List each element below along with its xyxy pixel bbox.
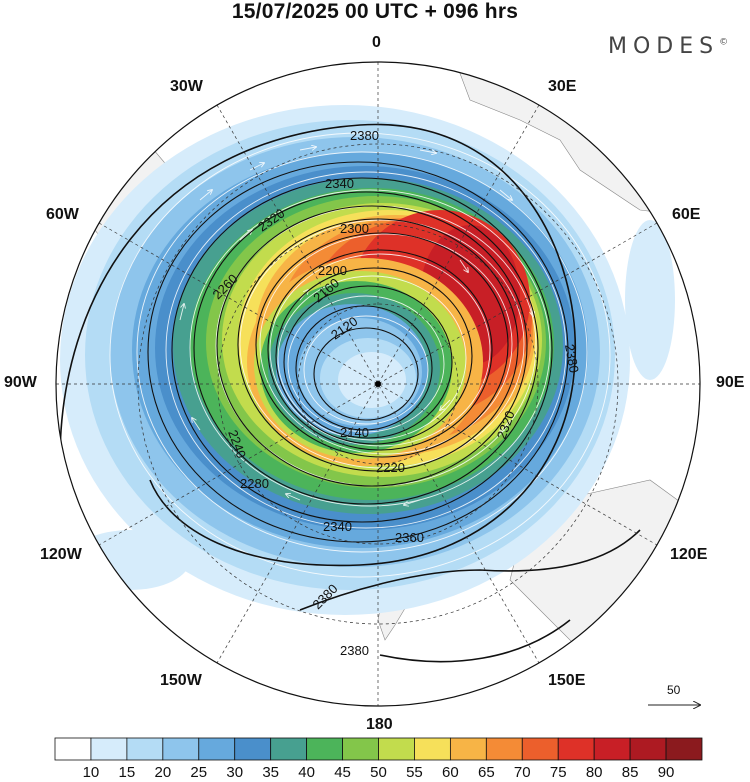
- colorbar-swatch: [665, 737, 703, 761]
- colorbar-swatch: [629, 737, 667, 761]
- contour-label: 2340: [323, 519, 352, 534]
- colorbar-level-label: 25: [190, 764, 208, 781]
- lon-label-0: 0: [372, 34, 381, 51]
- colorbar-swatch: [270, 737, 308, 761]
- colorbar-level-label: 65: [477, 764, 495, 781]
- vector-scale-label: 50: [667, 683, 681, 697]
- brand-text: MODES: [608, 34, 720, 59]
- contour-label: 2360: [395, 530, 424, 545]
- lon-label-120w: 120W: [40, 546, 82, 563]
- lon-label-90w: 90W: [4, 374, 37, 391]
- colorbar-swatch: [593, 737, 631, 761]
- colorbar-level-label: 15: [118, 764, 136, 781]
- lon-label-120e: 120E: [670, 546, 708, 563]
- colorbar-swatch: [485, 737, 523, 761]
- colorbar-swatch: [449, 737, 487, 761]
- graticule: [56, 62, 700, 706]
- contour-label: 2280: [240, 476, 269, 491]
- map-title: 15/07/2025 00 UTC + 096 hrs: [231, 0, 519, 23]
- height-contours: [59, 123, 641, 663]
- map-disc: [56, 62, 700, 706]
- contour-label: 2140: [340, 425, 369, 440]
- colorbar-level-label: 90: [657, 764, 675, 781]
- colorbar-swatch: [126, 737, 164, 761]
- contour-label: 2200: [318, 263, 347, 278]
- colorbar-level-label: 75: [549, 764, 567, 781]
- lon-label-30w: 30W: [170, 78, 203, 95]
- colorbar-level-label: 50: [370, 764, 387, 781]
- contour-label: 2380: [562, 343, 582, 374]
- pole-dot-icon: [375, 381, 381, 387]
- lon-label-90e: 90E: [716, 374, 745, 391]
- colorbar-level-label: 80: [585, 764, 603, 781]
- colorbar-level-label: 30: [226, 764, 244, 781]
- colorbar-level-label: 85: [621, 764, 639, 781]
- colorbar-level-label: 60: [442, 764, 459, 781]
- colorbar: [54, 737, 703, 761]
- colorbar-level-label: 35: [262, 764, 279, 781]
- colorbar-swatch: [306, 737, 343, 761]
- wind-streamlines: [109, 132, 611, 578]
- colorbar-swatch: [557, 737, 595, 761]
- colorbar-level-label: 20: [154, 764, 172, 781]
- colorbar-level-label: 10: [82, 764, 100, 781]
- contour-label: 2380: [340, 643, 369, 658]
- contour-label: 2380: [350, 128, 379, 143]
- colorbar-level-label: 70: [513, 764, 531, 781]
- contour-label: 2340: [325, 176, 354, 191]
- lon-label-60w: 60W: [46, 206, 79, 223]
- colorbar-level-label: 55: [406, 764, 423, 781]
- brand-mark: ©: [719, 37, 729, 48]
- contour-label: 2300: [340, 221, 369, 236]
- colorbar-swatch: [198, 737, 236, 761]
- lon-label-150e: 150E: [548, 672, 586, 689]
- colorbar-swatch: [414, 737, 451, 761]
- lon-label-60e: 60E: [672, 206, 701, 223]
- map-boundary: [55, 61, 701, 707]
- contour-label: 2220: [376, 460, 405, 475]
- colorbar-swatch: [342, 737, 379, 761]
- lon-label-150w: 150W: [160, 672, 202, 689]
- colorbar-swatch: [521, 737, 559, 761]
- colorbar-swatch: [54, 737, 92, 761]
- lon-label-180: 180: [366, 716, 393, 733]
- brand-logo: MODES©: [608, 34, 728, 59]
- colorbar-swatch: [90, 737, 128, 761]
- colorbar-level-label: 45: [334, 764, 351, 781]
- colorbar-swatch: [234, 737, 272, 761]
- colorbar-swatch: [162, 737, 200, 761]
- lon-label-30e: 30E: [548, 78, 577, 95]
- colorbar-swatch: [378, 737, 415, 761]
- colorbar-level-label: 40: [298, 764, 315, 781]
